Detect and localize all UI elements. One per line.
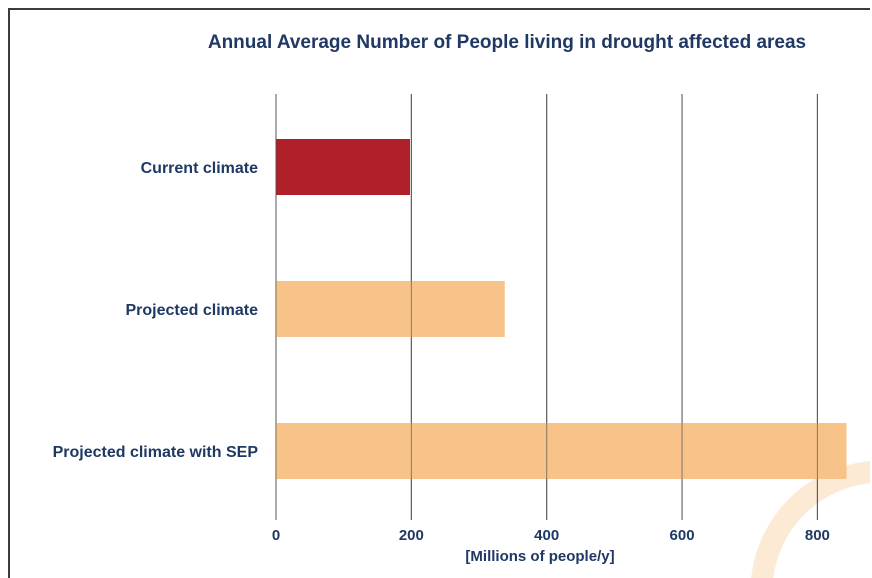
bar-chart: Current climate Projected climate Projecte… [53, 32, 870, 578]
x-tick-label: 200 [399, 527, 424, 544]
x-tick-label: 400 [534, 527, 559, 544]
x-tick-label: 0 [272, 527, 280, 544]
x-tick-label: 600 [670, 527, 695, 544]
x-tick-labels: 0 200 400 600 800 [272, 527, 830, 544]
chart-title: Annual Average Number of People living i… [208, 32, 806, 53]
category-label: Projected climate with SEP [53, 444, 259, 461]
bar-projected-climate-with-sep [276, 423, 847, 479]
bar-projected-climate [276, 281, 505, 337]
category-label: Current climate [141, 160, 258, 177]
x-tick-label: 800 [805, 527, 830, 544]
decorative-arc [751, 461, 870, 578]
category-labels: Current climate Projected climate Projecte… [53, 160, 259, 461]
bars [276, 139, 847, 479]
gridlines-over-bars [275, 94, 818, 520]
bar-current-climate [276, 139, 410, 195]
category-label: Projected climate [126, 302, 259, 319]
chart-frame: Current climate Projected climate Projecte… [8, 8, 870, 578]
x-axis-label: [Millions of people/y] [465, 548, 614, 565]
